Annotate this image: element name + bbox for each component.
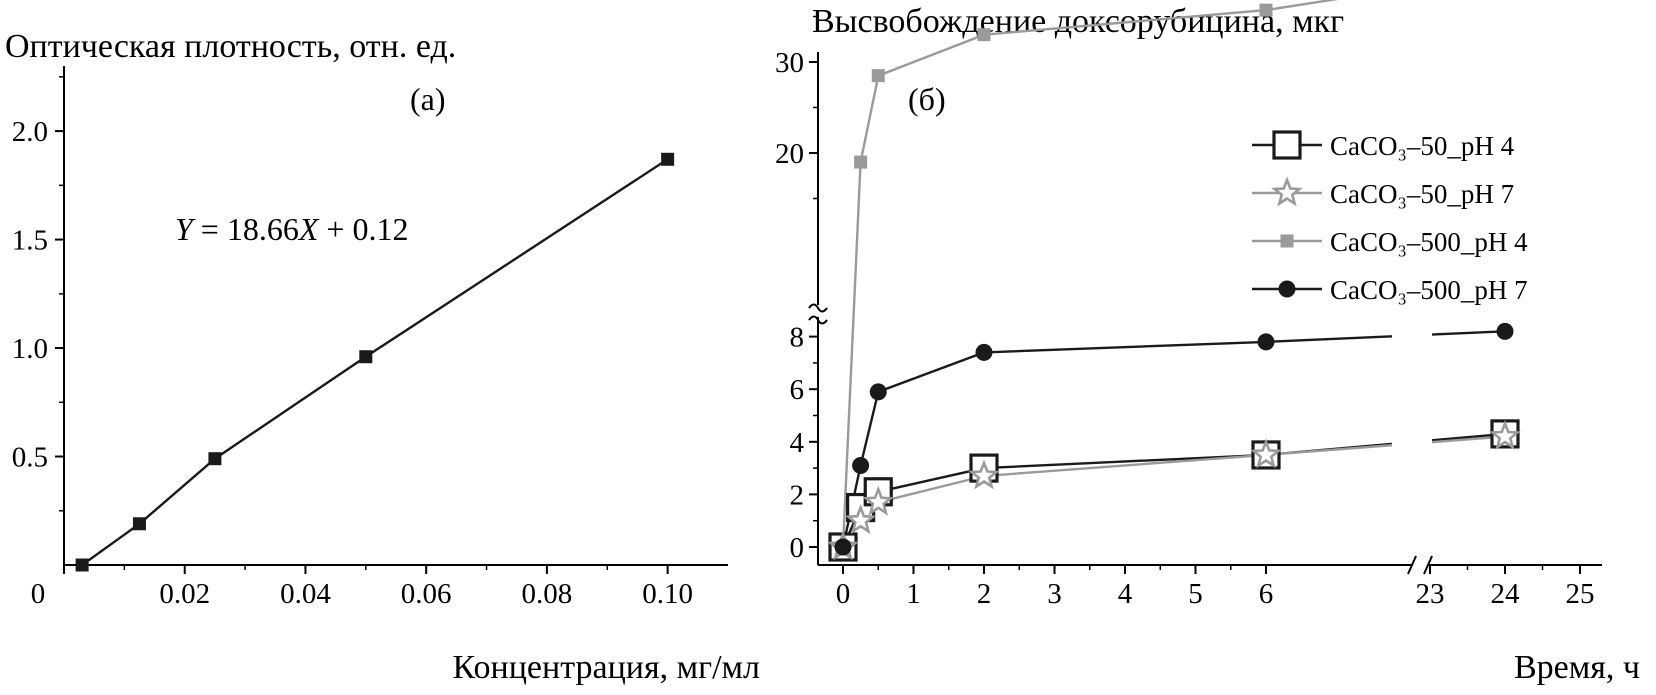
panel-b-data-point [834,538,852,556]
panel-a-x-tick-label: 0.10 [642,578,693,610]
panel-b-data-point [975,343,993,361]
panel-a-x-tick-label: 0.02 [159,578,210,610]
panel-b-series-gap [1391,439,1433,449]
panel-b-legend: CaCO₃–50_pH 4 CaCO₃–50_pH 7 CaCO₃–500_pH 4… [1252,130,1528,305]
panel-b-y-tick-label: 2 [790,479,805,511]
panel-b-y-tick-label: 4 [790,427,805,459]
panel-a-x-tick-label: 0 [31,578,46,610]
panel-b-x-axis-break-mark [1423,555,1433,575]
panel-b-data-point [854,155,868,169]
panel-b-x-tick-label: 25 [1566,578,1595,610]
panel-a-y-tick-label: 1.0 [12,333,48,365]
panel-a-data-point [661,152,675,166]
panel-b-data-point [1250,438,1282,469]
legend-swatch-marker [1280,234,1294,248]
panel-a-axes: 0 0.02 0.04 0.06 0.08 0.10 0.5 1.0 1.5 2.0 [12,66,728,610]
panel-a-y-tick-label: 0.5 [12,442,48,474]
panel-b-data-point [1257,333,1275,351]
panel-b-data-point [869,383,887,401]
panel-b-y-tick-label: 6 [790,374,805,406]
panel-b-data-point [1496,322,1514,340]
panel-b-data-point [977,28,991,42]
panel-b-y-tick-label: 20 [775,138,804,170]
panel-a-data-marks [75,152,675,572]
legend-swatch-marker [1278,280,1296,298]
panel-b-data-point [1259,3,1273,17]
panel-b-x-tick-label: 6 [1259,578,1274,610]
panel-b-x-tick-label: 4 [1118,578,1133,610]
panel-a-calibration-chart: Оптическая плотность, отн. ед. (а) Y = 1… [5,28,760,686]
panel-b-x-tick-label: 2 [977,578,992,610]
panel-a-data-point [359,350,373,364]
panel-a-data-point [75,558,89,572]
panel-b-y-axis-break-mark [808,315,828,325]
panel-a-data-point [132,517,146,531]
panel-a-x-axis-label: Концентрация, мг/мл [453,649,760,686]
panel-b-data-point [852,456,870,474]
eq-y-symbol: Y [175,211,196,247]
panel-b-x-tick-label: 0 [836,578,851,610]
panel-b-x-tick-label: 5 [1188,578,1203,610]
legend-entry-label: CaCO₃–50_pH 7 [1330,179,1514,209]
panel-a-x-tick-label: 0.06 [401,578,452,610]
panel-b-x-tick-label: 24 [1491,578,1521,610]
panel-a-x-tick-label: 0.08 [522,578,573,610]
panel-a-y-axis-label: Оптическая плотность, отн. ед. [5,28,456,65]
eq-intercept: + 0.12 [318,211,408,247]
panel-b-y-axis-label: Высвобождение доксорубицина, мкг [812,3,1344,40]
panel-b-x-tick-label: 1 [906,578,921,610]
panel-b-series-line [841,330,1506,548]
panel-b-y-tick-label: 30 [775,47,804,79]
panel-a-label: (а) [410,81,446,117]
panel-b-data-point [844,504,877,535]
panel-b-series-line [841,432,1506,548]
legend-swatch-marker [1271,176,1303,207]
panel-b-data-point [871,69,885,83]
panel-b-data-point [1489,419,1521,451]
panel-b-data-point [862,485,895,516]
panel-a-x-tick-label: 0.04 [280,578,331,610]
eq-x-symbol: X [297,211,320,247]
panel-a-y-tick-label: 1.5 [12,225,48,257]
panel-a-regression-equation: Y = 18.66X + 0.12 [175,211,408,247]
panel-b-y-axis-break-mark [808,303,828,313]
panel-a-data-point [208,452,222,466]
eq-slope: = 18.66 [193,211,299,247]
panel-b-series-gap [1391,331,1433,340]
panel-b-y-tick-label: 0 [790,532,805,564]
panel-b-x-axis-break-mark [1407,555,1417,575]
panel-b-release-chart: Высвобождение доксорубицина, мкг (б) Вре… [775,0,1640,686]
panel-b-axes: 012345623242502468203040 [775,15,1602,610]
panel-a-y-tick-label: 2.0 [12,116,48,148]
panel-b-x-axis-label: Время, ч [1514,649,1640,686]
panel-b-label: (б) [908,81,946,117]
panel-b-x-tick-label: 23 [1416,578,1445,610]
legend-swatch-marker [1272,130,1302,160]
panel-b-series-line [841,0,1339,548]
panel-b-x-tick-label: 3 [1047,578,1062,610]
legend-entry-label: CaCO₃–500_pH 7 [1330,275,1528,305]
legend-entry-label: CaCO₃–50_pH 4 [1330,131,1515,161]
panel-b-data-point [968,459,1000,490]
panel-b-data-marks [827,0,1521,562]
panel-b-series-line [842,435,1506,548]
panel-b-y-tick-label: 8 [790,322,805,354]
legend-entry-label: CaCO₃–500_pH 4 [1330,227,1528,257]
